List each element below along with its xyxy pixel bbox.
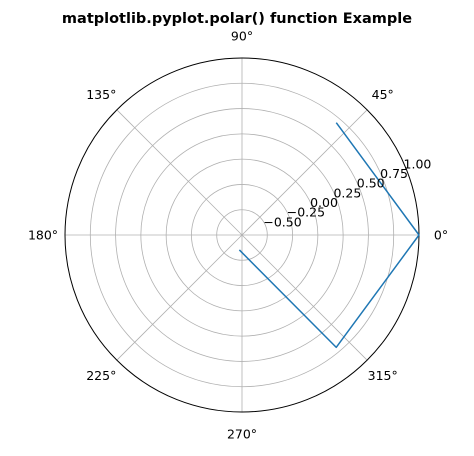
r-tick-label: 1.00 xyxy=(404,156,432,171)
theta-gridline xyxy=(116,234,243,361)
r-tick-label: −0.50 xyxy=(263,214,301,229)
theta-tick-label: 135° xyxy=(86,87,116,102)
theta-tick-label: 225° xyxy=(86,368,116,383)
series-line xyxy=(238,122,420,349)
theta-gridline xyxy=(241,234,368,361)
theta-tick-label: 45° xyxy=(372,87,394,102)
r-tick-label: 0.50 xyxy=(357,176,385,191)
theta-gridline xyxy=(241,109,368,236)
theta-tick-label: 90° xyxy=(231,29,253,44)
grid-layer xyxy=(64,57,420,413)
theta-tick-label: 315° xyxy=(368,368,398,383)
theta-tick-label: 270° xyxy=(227,427,257,442)
theta-tick-label: 180° xyxy=(28,228,58,243)
r-tick-label: 0.25 xyxy=(333,185,361,200)
theta-gridline xyxy=(116,109,243,236)
theta-tick-label: 0° xyxy=(434,228,448,243)
tick-label-layer: 0°45°90°135°180°225°270°315°−0.50−0.250.… xyxy=(28,29,448,442)
r-tick-label: 0.00 xyxy=(310,195,338,210)
r-tick-label: −0.25 xyxy=(287,205,325,220)
r-tick-label: 0.75 xyxy=(380,166,408,181)
chart-title: matplotlib.pyplot.polar() function Examp… xyxy=(62,11,412,27)
series-layer xyxy=(238,122,420,349)
